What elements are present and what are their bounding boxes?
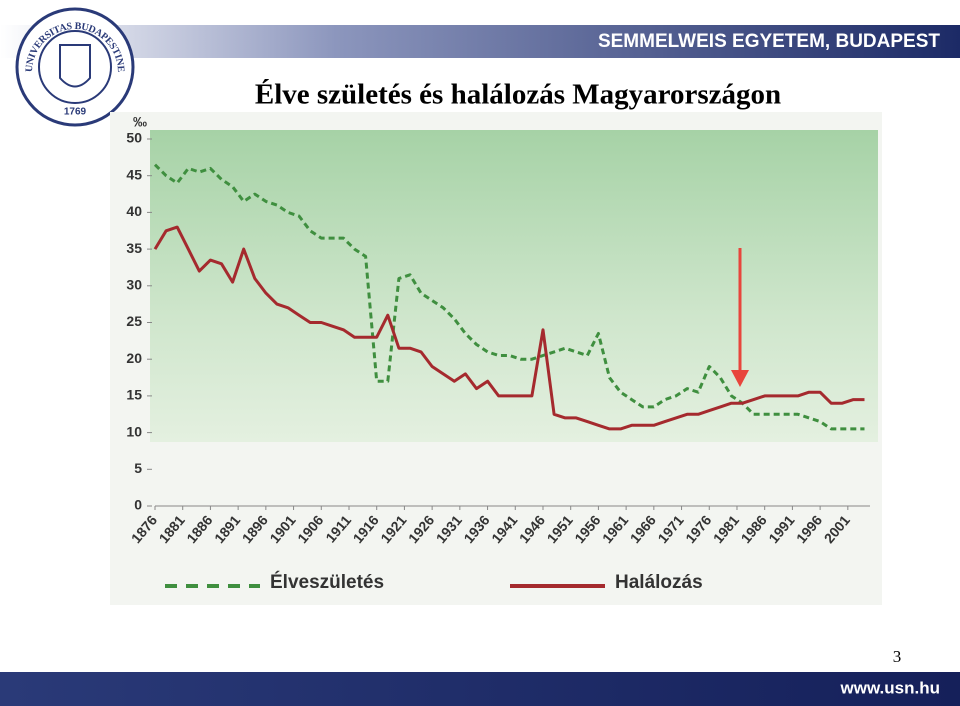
page-number: 3 — [893, 647, 902, 666]
y-tick-label: 10 — [126, 423, 142, 439]
y-tick-label: 20 — [126, 350, 142, 366]
footer-bar — [0, 672, 960, 706]
legend-label: Halálozás — [615, 572, 703, 593]
y-tick-label: 40 — [126, 203, 142, 219]
legend-label: Élveszületés — [270, 571, 384, 593]
y-axis-label: ‰ — [133, 114, 147, 130]
y-tick-label: 50 — [126, 130, 142, 146]
plot-background — [150, 130, 878, 442]
footer-url: www.usn.hu — [840, 678, 940, 697]
chart-title: Élve születés és halálozás Magyarországo… — [255, 78, 781, 111]
header-bar — [0, 25, 960, 58]
seal: UNIVERSITAS BUDAPESTINENSIS DE SEMMELWEI… — [0, 0, 135, 127]
data-line — [153, 225, 865, 431]
y-tick-label: 45 — [126, 166, 142, 182]
y-tick-label: 30 — [126, 277, 142, 293]
annotation-arrowhead — [731, 370, 749, 387]
institution: SEMMELWEIS EGYETEM, BUDAPEST — [598, 31, 940, 52]
y-tick-label: 15 — [126, 387, 142, 403]
data-line — [153, 163, 865, 431]
seal-year: 1769 — [64, 107, 87, 118]
y-tick-label: 25 — [126, 313, 142, 329]
y-tick-label: 5 — [134, 460, 142, 476]
y-tick-label: 35 — [126, 240, 142, 256]
y-tick-label: 0 — [134, 497, 142, 513]
